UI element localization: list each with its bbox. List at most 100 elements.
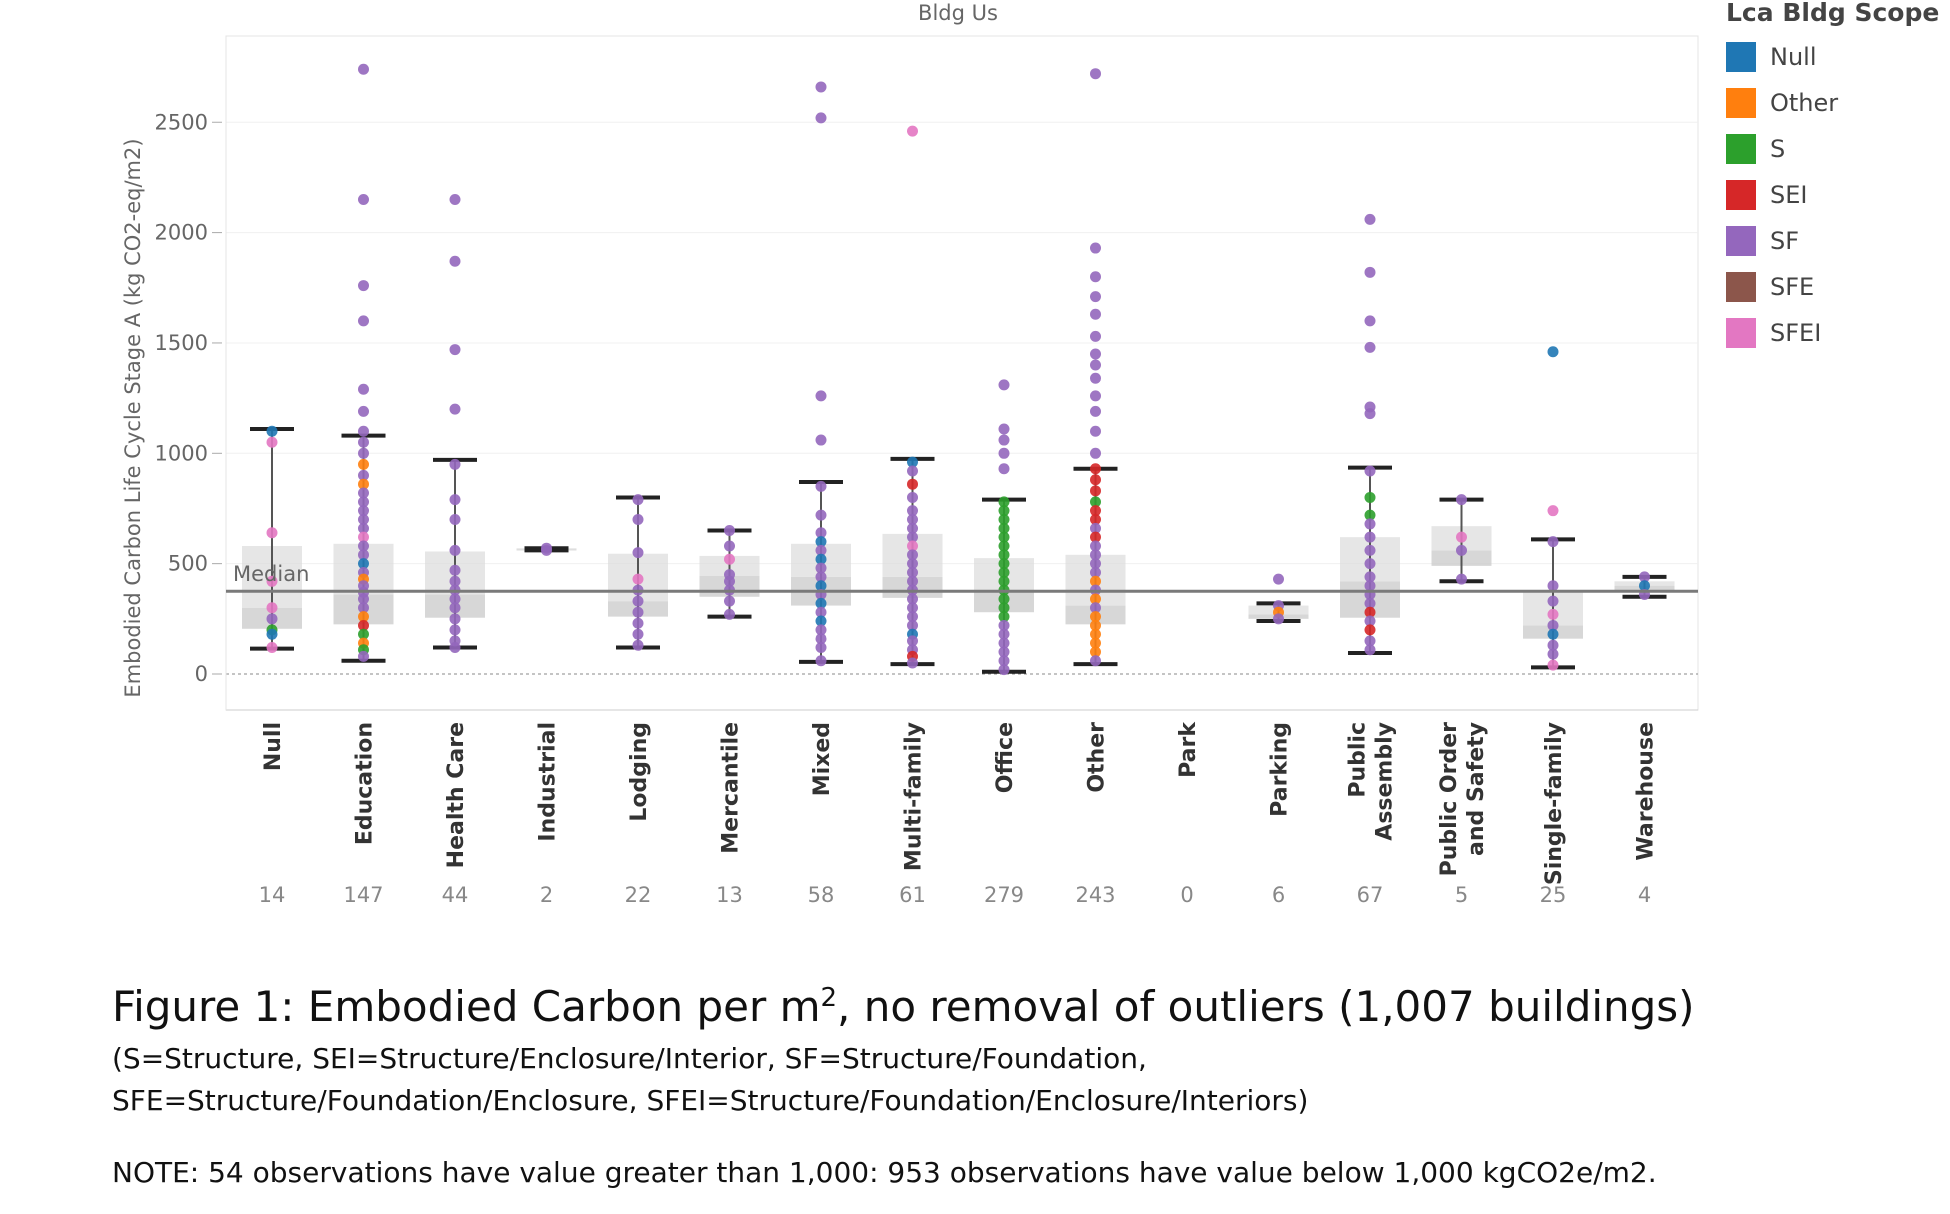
data-point	[358, 63, 369, 75]
legend-swatch	[1726, 318, 1756, 348]
data-point	[1090, 558, 1101, 570]
category-count: 22	[625, 883, 652, 907]
category-group	[242, 425, 302, 654]
legend-item: Other	[1726, 80, 1950, 126]
data-point	[1090, 425, 1101, 437]
data-point	[998, 463, 1010, 475]
data-point	[449, 564, 461, 576]
figure-title-text: Figure 1: Embodied Carbon per m	[112, 982, 821, 1031]
data-point	[632, 606, 644, 618]
x-category-label: Public Order and Safety	[1437, 722, 1489, 877]
data-point	[815, 527, 827, 539]
legend-swatch	[1726, 180, 1756, 210]
data-point	[1090, 531, 1101, 543]
data-point	[815, 624, 827, 636]
data-point	[449, 642, 461, 654]
category-count: 279	[984, 883, 1024, 907]
data-point	[358, 425, 369, 437]
y-axis: 0 500 1000 1500 2000 2500	[155, 36, 1698, 711]
data-point	[1090, 655, 1101, 667]
data-point	[1090, 628, 1101, 640]
data-point	[358, 628, 369, 640]
y-tick-label: 500	[168, 552, 208, 576]
category-count: 243	[1075, 883, 1115, 907]
data-point	[815, 606, 827, 618]
data-point	[724, 553, 735, 565]
x-category-label-line: Mixed	[810, 722, 835, 796]
data-point	[998, 558, 1010, 570]
data-point	[1090, 549, 1101, 561]
data-point	[1364, 491, 1376, 503]
legend-swatch	[1726, 42, 1756, 72]
data-point	[1090, 619, 1101, 631]
data-point	[1090, 637, 1101, 649]
x-category-label-line: Single-family	[1542, 722, 1567, 885]
category-group	[1431, 494, 1492, 585]
data-point	[815, 112, 827, 124]
data-point	[1547, 628, 1559, 640]
x-category-label-line: Other	[1085, 722, 1110, 793]
x-category-label-line: Mercantile	[719, 722, 744, 854]
data-point	[998, 611, 1010, 623]
data-point	[998, 593, 1010, 605]
x-category-label: Other	[1085, 722, 1110, 793]
data-point	[449, 593, 461, 605]
data-point	[1364, 518, 1376, 530]
data-point	[998, 496, 1010, 508]
data-point	[358, 436, 369, 448]
data-point	[358, 611, 369, 623]
data-point	[998, 619, 1010, 631]
data-point	[1273, 613, 1284, 625]
data-point	[998, 522, 1010, 534]
data-point	[907, 531, 918, 543]
legend-label: SFEI	[1770, 319, 1822, 347]
data-point	[815, 571, 827, 583]
category-group	[1340, 213, 1400, 656]
data-point	[907, 619, 918, 631]
data-point	[358, 531, 369, 543]
data-point	[1456, 544, 1467, 556]
data-point	[266, 613, 278, 625]
data-point	[907, 456, 918, 468]
data-point	[449, 494, 461, 506]
data-point	[1090, 485, 1101, 497]
data-point	[815, 553, 827, 565]
x-category-label: Null	[261, 722, 286, 771]
data-point	[1090, 68, 1101, 80]
data-point	[1090, 496, 1101, 508]
data-point	[1090, 602, 1101, 614]
overall-median-line: Median	[226, 562, 1698, 593]
data-point	[1547, 595, 1559, 607]
data-point	[724, 595, 735, 607]
data-point	[815, 580, 827, 592]
data-point	[632, 617, 644, 629]
data-point	[449, 575, 461, 587]
x-category-label: Public Assembly	[1346, 722, 1398, 841]
legend-item: SFE	[1726, 264, 1950, 310]
data-point	[1456, 531, 1467, 543]
data-point	[1547, 608, 1559, 620]
y-tick-label: 2500	[155, 110, 208, 134]
legend-swatch	[1726, 134, 1756, 164]
data-point	[815, 434, 827, 446]
data-point	[1090, 575, 1101, 587]
data-point	[449, 514, 461, 526]
legend-swatch	[1726, 272, 1756, 302]
data-point	[907, 125, 918, 137]
data-point	[1364, 544, 1376, 556]
data-point	[1364, 408, 1376, 420]
y-tick-label: 1000	[155, 441, 208, 465]
data-point	[1364, 315, 1376, 327]
data-point	[724, 608, 735, 620]
data-point	[1364, 558, 1376, 570]
data-point	[815, 633, 827, 645]
data-point	[1090, 540, 1101, 552]
figure-note: NOTE: 54 observations have value greater…	[112, 1156, 1657, 1189]
category-group	[1614, 571, 1675, 601]
data-point	[907, 540, 918, 552]
data-point	[358, 602, 369, 614]
x-category-label: Mercantile	[719, 722, 744, 854]
figure-subtitle-line-1: (S=Structure, SEI=Structure/Enclosure/In…	[112, 1042, 1147, 1075]
legend-item: SFEI	[1726, 310, 1950, 356]
data-point	[1090, 271, 1101, 283]
